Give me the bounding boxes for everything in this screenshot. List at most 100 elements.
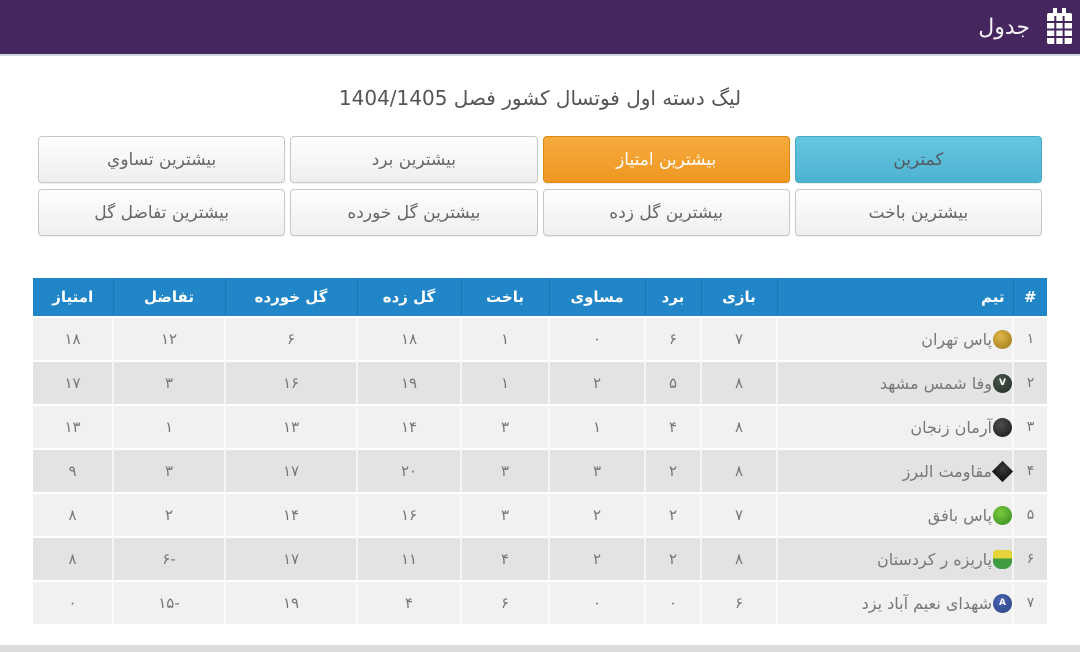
drawn-cell: ۳ <box>548 448 645 493</box>
filter-grid: کمترین بیشترین امتیاز بیشترین برد بیشترین ت… <box>38 136 1042 236</box>
filter-button-4[interactable]: بیشترین باخت <box>794 189 1042 236</box>
points-cell: ۸ <box>33 492 113 537</box>
app-bar: جدول <box>0 0 1080 56</box>
drawn-cell: ۰ <box>548 580 645 624</box>
rank-cell: ۶ <box>1012 536 1047 581</box>
lost-cell: ۳ <box>460 404 549 449</box>
footer-strip <box>0 645 1080 652</box>
goal-diff-cell: -۶ <box>112 536 225 581</box>
goals-for-cell: ۱۶ <box>356 492 461 537</box>
points-cell: ۱۸ <box>33 316 113 361</box>
column-header-2: بازی <box>700 278 777 317</box>
played-cell: ۸ <box>700 404 777 449</box>
won-cell: ۰ <box>644 580 701 624</box>
lost-cell: ۳ <box>460 448 549 493</box>
filter-button-0[interactable]: کمترین <box>794 136 1042 183</box>
table-row: ۲ V وفا شمس مشهد ۸ ۵ ۲ ۱ ۱۹ ۱۶ ۳ ۱۷ <box>33 360 1047 405</box>
filter-button-2[interactable]: بیشترین برد <box>290 136 538 183</box>
team-cell: مقاومت البرز <box>776 448 1014 493</box>
team-cell: آرمان زنجان <box>776 404 1013 449</box>
won-cell: ۵ <box>644 360 701 405</box>
played-cell: ۸ <box>700 360 777 405</box>
goals-against-cell: ۱۹ <box>224 580 357 624</box>
played-cell: ۷ <box>700 492 777 537</box>
column-header-1: تیم <box>776 278 1013 317</box>
team-cell: V وفا شمس مشهد <box>776 360 1013 405</box>
rank-cell: ۱ <box>1012 316 1047 361</box>
table-row: ۳ آرمان زنجان ۸ ۴ ۱ ۳ ۱۴ ۱۳ ۱ ۱۳ <box>33 404 1047 449</box>
goals-against-cell: ۱۷ <box>224 536 357 581</box>
goals-for-cell: ۱۱ <box>356 536 461 581</box>
team-logo-icon: V <box>993 373 1012 393</box>
goal-diff-cell: ۲ <box>112 492 225 537</box>
goals-against-cell: ۱۴ <box>224 492 357 537</box>
filter-button-6[interactable]: بیشترین گل خورده <box>290 189 538 236</box>
goals-against-cell: ۱۷ <box>224 448 357 493</box>
points-cell: ۹ <box>33 448 113 493</box>
lost-cell: ۶ <box>460 580 549 624</box>
won-cell: ۶ <box>644 316 701 361</box>
played-cell: ۸ <box>700 536 777 581</box>
goal-diff-cell: ۳ <box>112 448 225 493</box>
column-header-6: گل زده <box>356 278 461 317</box>
page-title: جدول <box>978 14 1030 40</box>
goals-against-cell: ۱۶ <box>224 360 357 405</box>
filter-button-1[interactable]: بیشترین امتیاز <box>542 136 790 183</box>
lost-cell: ۱ <box>460 316 549 361</box>
won-cell: ۲ <box>644 492 701 537</box>
drawn-cell: ۲ <box>548 492 645 537</box>
team-name: پاس بافق <box>927 505 992 525</box>
goals-for-cell: ۴ <box>356 580 461 624</box>
filter-button-3[interactable]: بیشترین تساوي <box>38 136 286 183</box>
table-row: ۱ پاس تهران ۷ ۶ ۰ ۱ ۱۸ ۶ ۱۲ ۱۸ <box>33 316 1047 361</box>
team-logo-icon <box>993 549 1012 569</box>
team-cell: پاریزه ر کردستان <box>776 536 1013 581</box>
played-cell: ۷ <box>700 316 777 361</box>
won-cell: ۲ <box>644 536 701 581</box>
column-header-3: برد <box>644 278 701 317</box>
column-header-4: مساوی <box>548 278 645 317</box>
drawn-cell: ۲ <box>548 360 645 405</box>
drawn-cell: ۲ <box>548 536 645 581</box>
table-row: ۴ مقاومت البرز ۸ ۲ ۳ ۳ ۲۰ ۱۷ ۳ ۹ <box>33 448 1047 493</box>
won-cell: ۴ <box>644 404 701 449</box>
table-icon <box>1044 8 1074 46</box>
goals-for-cell: ۱۸ <box>356 316 461 361</box>
lost-cell: ۴ <box>460 536 549 581</box>
goals-against-cell: ۱۳ <box>224 404 357 449</box>
column-header-0: # <box>1012 278 1047 317</box>
rank-cell: ۳ <box>1012 404 1047 449</box>
team-logo-icon: A <box>993 593 1012 613</box>
lost-cell: ۳ <box>460 492 549 537</box>
goals-against-cell: ۶ <box>224 316 357 361</box>
goals-for-cell: ۱۴ <box>356 404 461 449</box>
filter-button-7[interactable]: بیشترین تفاضل گل <box>38 189 286 236</box>
played-cell: ۸ <box>700 448 777 493</box>
filter-button-5[interactable]: بیشترین گل زده <box>542 189 790 236</box>
points-cell: ۸ <box>33 536 113 581</box>
team-cell: پاس تهران <box>776 316 1013 361</box>
table-row: ۵ پاس بافق ۷ ۲ ۲ ۳ ۱۶ ۱۴ ۲ ۸ <box>33 492 1047 537</box>
points-cell: ۱۳ <box>33 404 113 449</box>
rank-cell: ۲ <box>1012 360 1047 405</box>
lost-cell: ۱ <box>460 360 549 405</box>
table-row: ۶ پاریزه ر کردستان ۸ ۲ ۲ ۴ ۱۱ ۱۷ -۶ ۸ <box>33 536 1047 581</box>
league-title: لیگ دسته اول فوتسال کشور فصل 1404/1405 <box>338 86 742 110</box>
drawn-cell: ۱ <box>548 404 645 449</box>
table-body: ۱ پاس تهران ۷ ۶ ۰ ۱ ۱۸ ۶ ۱۲ ۱۸ ۲ V وفا شمس مشهد ۸ ۵ ۲ ۱ ۱… <box>33 316 1047 624</box>
team-name: مقاومت البرز <box>902 461 992 481</box>
column-header-9: امتیاز <box>33 278 113 317</box>
rank-cell: ۴ <box>1012 448 1047 493</box>
standings-table: # تیم بازی برد مساوی باخت گل زده گل خورده تفاضل ا… <box>33 278 1047 624</box>
points-cell: ۰ <box>33 580 113 624</box>
won-cell: ۲ <box>644 448 701 493</box>
goals-for-cell: ۲۰ <box>356 448 461 493</box>
rank-cell: ۷ <box>1012 580 1047 624</box>
column-header-7: گل خورده <box>224 278 357 317</box>
goal-diff-cell: ۳ <box>112 360 225 405</box>
points-cell: ۱۷ <box>33 360 113 405</box>
drawn-cell: ۰ <box>548 316 645 361</box>
team-logo-icon <box>993 417 1012 437</box>
team-logo-icon <box>993 329 1012 349</box>
team-cell: A شهدای نعیم آباد یزد <box>776 580 1013 624</box>
